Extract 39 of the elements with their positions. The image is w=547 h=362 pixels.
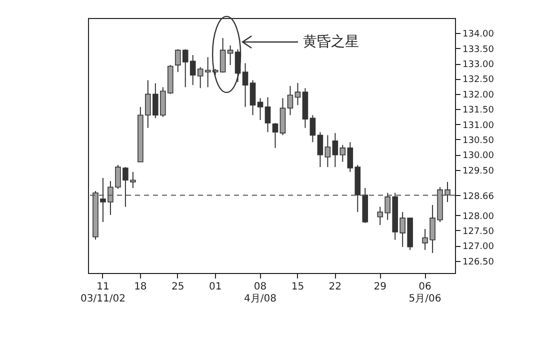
y-tick-label: 133.50 — [462, 44, 494, 55]
x-tick-label: 22 — [328, 282, 342, 292]
y-tick-label: 132.00 — [462, 90, 494, 100]
candlestick — [294, 82, 301, 106]
x-tick-label: 11 03/11/02 — [80, 282, 126, 304]
candlestick — [257, 98, 264, 120]
y-tick-label: 128.66 — [462, 192, 494, 202]
y-tick-label: 133.00 — [462, 60, 494, 70]
x-tick-label: 29 — [374, 282, 386, 292]
y-tick-label: 134.00 — [462, 30, 494, 40]
candlestick — [310, 114, 316, 143]
y-tick-label: 132.50 — [462, 75, 494, 86]
y-tick-label: 127.00 — [462, 242, 494, 252]
candlestick — [264, 96, 271, 133]
y-tick-label: 127.50 — [462, 227, 494, 237]
candlestick — [204, 56, 211, 88]
y-tick-label: 130.00 — [462, 151, 494, 162]
candlestick — [272, 122, 278, 148]
candlestick — [220, 38, 226, 74]
y-tick-label: 126.50 — [462, 257, 494, 268]
candlestick — [242, 62, 248, 108]
candlestick — [250, 80, 256, 116]
candlestick — [332, 132, 338, 168]
y-tick-label: 128.00 — [462, 212, 494, 222]
candlestick — [324, 134, 331, 168]
y-tick-label: 131.50 — [462, 106, 494, 116]
y-tick-label: 130.50 — [462, 136, 494, 146]
y-tick-label: 129.50 — [462, 166, 494, 176]
x-tick-label: 08 4月/08 — [244, 282, 276, 304]
annotation: 黄昏之星 — [303, 34, 359, 50]
x-tick-label: 06 5月/06 — [408, 282, 442, 304]
x-tick-label: 18 — [134, 282, 147, 292]
candlestick — [287, 86, 294, 116]
y-tick-label: 131.00 — [462, 120, 494, 131]
candlestick — [227, 44, 234, 66]
candlestick — [317, 132, 324, 168]
x-tick-label: 25 — [172, 282, 184, 292]
x-tick-label: 01 — [208, 282, 222, 292]
x-tick-label: 15 — [291, 282, 304, 292]
